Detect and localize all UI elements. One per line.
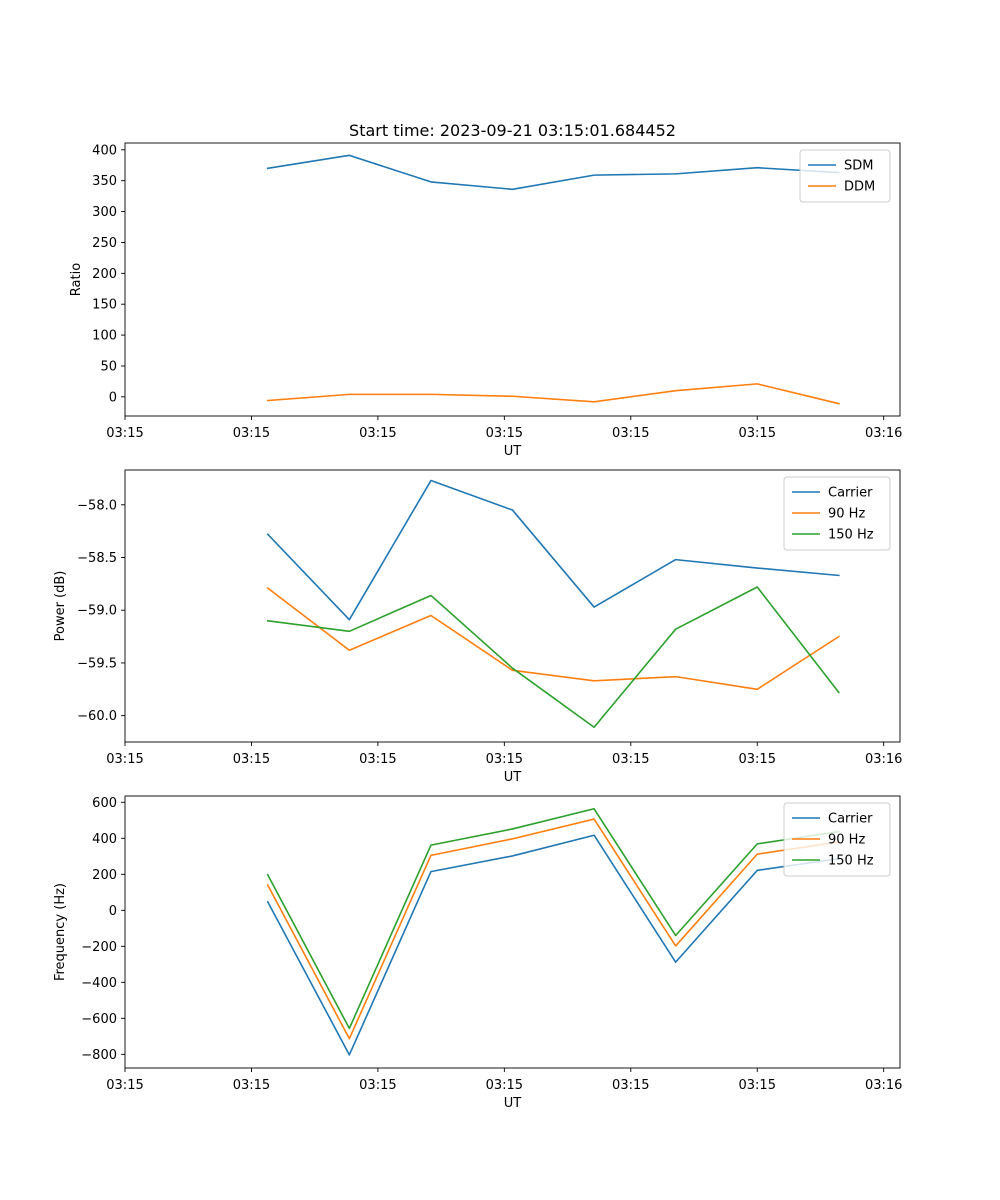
axes-frame — [124, 469, 901, 743]
y-tick-label: 400 — [92, 143, 117, 158]
axes-frame — [124, 795, 901, 1069]
x-axis-label: UT — [504, 770, 522, 785]
y-tick-label: 400 — [92, 832, 117, 847]
y-axis-label: Frequency (Hz) — [53, 883, 68, 981]
x-tick-label: 03:15 — [359, 1078, 396, 1093]
x-tick-label: 03:15 — [739, 752, 776, 767]
x-axis-label: UT — [504, 1096, 522, 1111]
x-tick-label: 03:15 — [486, 1078, 523, 1093]
x-axis-label: UT — [504, 444, 522, 459]
x-tick-label: 03:15 — [739, 1078, 776, 1093]
y-tick-label: 150 — [92, 298, 117, 313]
y-tick-label: 200 — [92, 267, 117, 282]
y-axis-label: Power (dB) — [53, 571, 68, 642]
y-tick-label: −59.5 — [77, 656, 117, 671]
y-tick-label: −58.0 — [77, 498, 117, 513]
x-tick-label: 03:15 — [233, 426, 270, 441]
x-tick-label: 03:15 — [612, 752, 649, 767]
series-line-ddm — [266, 383, 840, 405]
legend-label: DDM — [844, 180, 875, 195]
x-tick-label: 03:15 — [486, 426, 523, 441]
y-tick-label: −400 — [81, 976, 117, 991]
y-tick-label: −60.0 — [77, 709, 117, 724]
legend-label: 90 Hz — [828, 507, 865, 522]
series-line-carrier — [266, 479, 840, 621]
x-tick-label: 03:16 — [865, 752, 902, 767]
subplot-2: 03:15 03:15 03:15 03:15 03:15 03:15 03:16 −60.0… — [53, 469, 902, 785]
legend: Carrier 90 Hz 150 Hz — [783, 476, 891, 551]
x-tick-label: 03:15 — [486, 752, 523, 767]
y-tick-label: 600 — [92, 796, 117, 811]
x-tick-label: 03:15 — [106, 426, 143, 441]
legend: Carrier 90 Hz 150 Hz — [783, 802, 891, 877]
legend-label: Carrier — [828, 486, 873, 501]
y-tick-label: 50 — [100, 359, 117, 374]
y-tick-label: −59.0 — [77, 604, 117, 619]
legend-label: 150 Hz — [828, 528, 874, 543]
y-tick-label: 100 — [92, 329, 117, 344]
y-tick-label: −200 — [81, 940, 117, 955]
x-tick-label: 03:15 — [359, 752, 396, 767]
x-tick-label: 03:15 — [106, 752, 143, 767]
y-tick-label: 0 — [109, 904, 117, 919]
legend-box — [783, 476, 891, 551]
x-tick-label: 03:15 — [359, 426, 396, 441]
series-line-150-hz — [266, 586, 840, 729]
axes-frame — [124, 142, 901, 417]
subplot-3: 03:15 03:15 03:15 03:15 03:15 03:15 03:16 −800 −… — [53, 795, 902, 1111]
subplot-1: Start time: 2023-09-21 03:15:01.68445203… — [69, 121, 902, 459]
legend-label: 150 Hz — [828, 854, 874, 869]
series-line-150-hz — [266, 807, 840, 1030]
y-axis-label: Ratio — [69, 263, 84, 296]
x-tick-label: 03:16 — [865, 426, 902, 441]
x-tick-label: 03:16 — [865, 1078, 902, 1093]
legend-label: Carrier — [828, 812, 873, 827]
x-tick-label: 03:15 — [612, 426, 649, 441]
legend-label: SDM — [844, 159, 873, 174]
y-tick-label: 200 — [92, 868, 117, 883]
y-tick-label: −800 — [81, 1048, 117, 1063]
x-tick-label: 03:15 — [612, 1078, 649, 1093]
legend: SDM DDM — [799, 149, 891, 203]
x-tick-label: 03:15 — [233, 1078, 270, 1093]
x-tick-label: 03:15 — [106, 1078, 143, 1093]
chart-title: Start time: 2023-09-21 03:15:01.684452 — [349, 121, 676, 140]
x-tick-label: 03:15 — [739, 426, 776, 441]
y-tick-label: 0 — [109, 390, 117, 405]
series-line-sdm — [266, 154, 840, 191]
series-line-90-hz — [266, 586, 840, 691]
y-tick-label: −58.5 — [77, 551, 117, 566]
x-tick-label: 03:15 — [233, 752, 270, 767]
legend-label: 90 Hz — [828, 833, 865, 848]
legend-box — [799, 149, 891, 203]
series-line-carrier — [266, 834, 840, 1056]
y-tick-label: −600 — [81, 1012, 117, 1027]
y-tick-label: 300 — [92, 205, 117, 220]
series-line-90-hz — [266, 818, 840, 1040]
y-tick-label: 350 — [92, 174, 117, 189]
legend-box — [783, 802, 891, 877]
y-tick-label: 250 — [92, 236, 117, 251]
